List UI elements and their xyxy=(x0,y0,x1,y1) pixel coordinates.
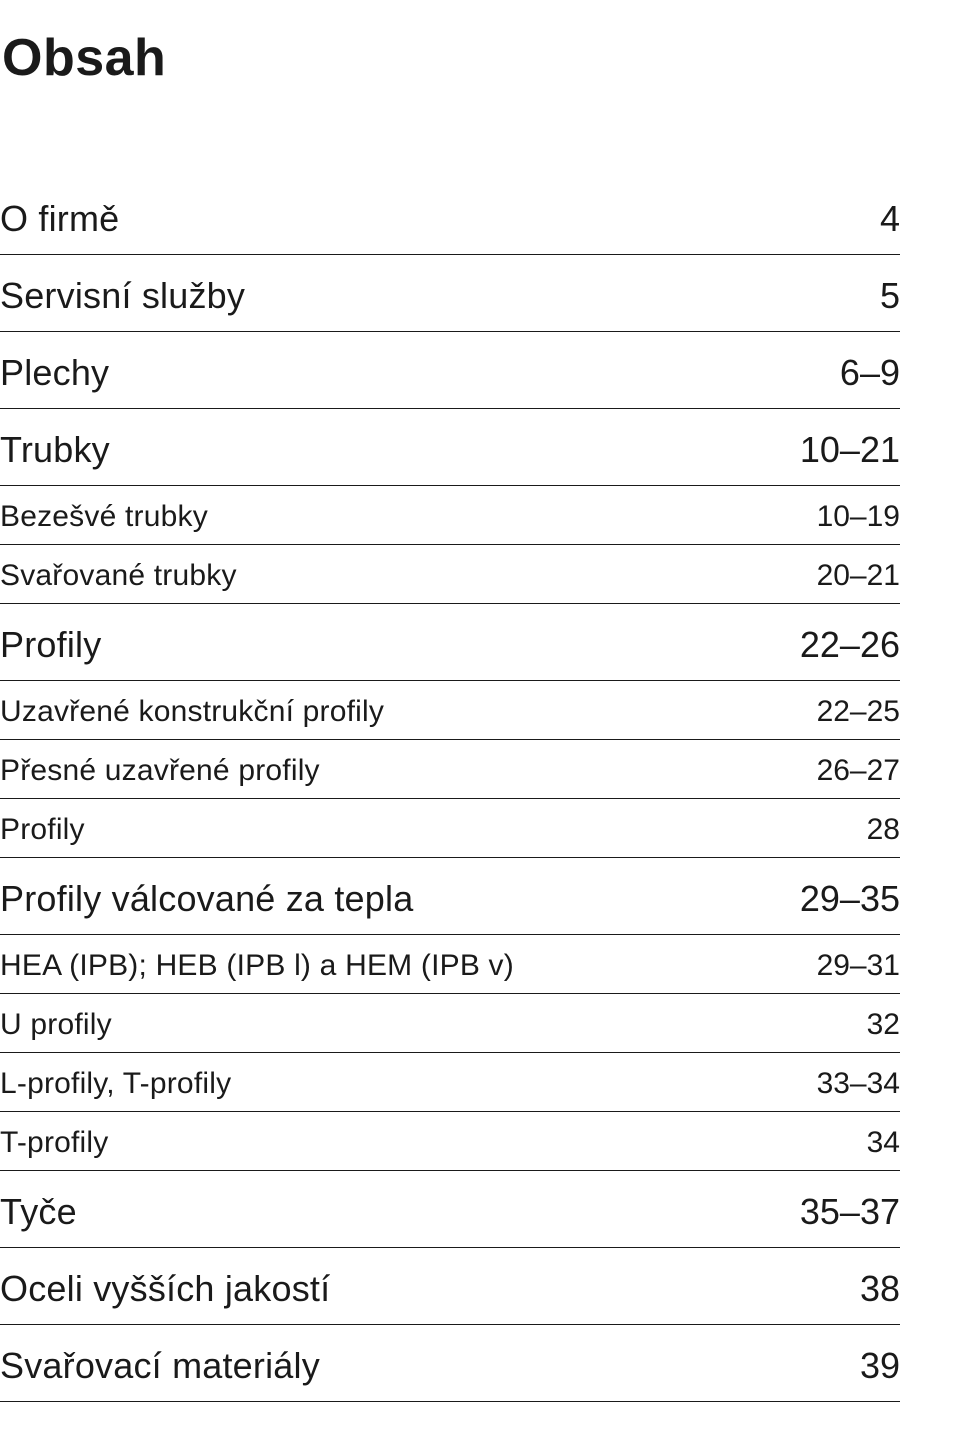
page-container: Obsah O firmě 4 Servisní služby 5 Plechy 6–9 T… xyxy=(0,0,960,1442)
toc-page-number: 22–25 xyxy=(817,695,900,729)
toc-row: Plechy 6–9 xyxy=(0,332,900,409)
toc-label: Tyče xyxy=(0,1191,77,1233)
toc-page-number: 22–26 xyxy=(800,624,900,666)
toc-label: U profily xyxy=(0,1008,112,1042)
toc-row: Profily 28 xyxy=(0,799,900,858)
toc-row: Přesné uzavřené profily 26–27 xyxy=(0,740,900,799)
toc-label: Profily xyxy=(0,624,101,666)
toc-row: Svařované trubky 20–21 xyxy=(0,545,900,604)
toc-page-number: 39 xyxy=(860,1345,900,1387)
toc-page-number: 34 xyxy=(867,1126,900,1160)
toc-label: Plechy xyxy=(0,352,109,394)
toc-page-number: 29–31 xyxy=(817,949,900,983)
toc-label: Profily xyxy=(0,813,85,847)
toc-label: Profily válcované za tepla xyxy=(0,878,413,920)
toc-row: Svařovací materiály 39 xyxy=(0,1325,900,1402)
toc-row: T-profily 34 xyxy=(0,1112,900,1171)
toc-page-number: 10–21 xyxy=(800,429,900,471)
toc-label: Svařovací materiály xyxy=(0,1345,320,1387)
toc-page-number: 28 xyxy=(867,813,900,847)
toc-row: O firmě 4 xyxy=(0,178,900,255)
toc-row: Servisní služby 5 xyxy=(0,255,900,332)
toc-page-number: 32 xyxy=(867,1008,900,1042)
toc-page-number: 33–34 xyxy=(817,1067,900,1101)
toc-label: L-profily, T-profily xyxy=(0,1067,231,1101)
toc-row: U profily 32 xyxy=(0,994,900,1053)
toc-page-number: 35–37 xyxy=(800,1191,900,1233)
toc-label: Bezešvé trubky xyxy=(0,500,208,534)
toc-page-number: 29–35 xyxy=(800,878,900,920)
toc-label: Oceli vyšších jakostí xyxy=(0,1268,330,1310)
toc-row: HEA (IPB); HEB (IPB l) a HEM (IPB v) 29–3… xyxy=(0,935,900,994)
toc-label: Servisní služby xyxy=(0,275,245,317)
toc-page-number: 4 xyxy=(880,198,900,240)
toc-page-number: 10–19 xyxy=(817,500,900,534)
toc-row: Tyče 35–37 xyxy=(0,1171,900,1248)
toc-row: Oceli vyšších jakostí 38 xyxy=(0,1248,900,1325)
toc-row: L-profily, T-profily 33–34 xyxy=(0,1053,900,1112)
toc-row: Uzavřené konstrukční profily 22–25 xyxy=(0,681,900,740)
toc-label: O firmě xyxy=(0,198,119,240)
toc-label: T-profily xyxy=(0,1126,109,1160)
toc-page-number: 6–9 xyxy=(840,352,900,394)
toc-label: Uzavřené konstrukční profily xyxy=(0,695,384,729)
page-title: Obsah xyxy=(2,28,900,88)
toc-page-number: 26–27 xyxy=(817,754,900,788)
toc-label: Přesné uzavřené profily xyxy=(0,754,320,788)
toc-row: Profily válcované za tepla 29–35 xyxy=(0,858,900,935)
toc-label: HEA (IPB); HEB (IPB l) a HEM (IPB v) xyxy=(0,949,514,983)
toc-row: Profily 22–26 xyxy=(0,604,900,681)
toc-label: Trubky xyxy=(0,429,110,471)
toc-page-number: 5 xyxy=(880,275,900,317)
toc-page-number: 20–21 xyxy=(817,559,900,593)
toc-label: Svařované trubky xyxy=(0,559,237,593)
toc-page-number: 38 xyxy=(860,1268,900,1310)
toc-row: Bezešvé trubky 10–19 xyxy=(0,486,900,545)
toc-row: Trubky 10–21 xyxy=(0,409,900,486)
table-of-contents: O firmě 4 Servisní služby 5 Plechy 6–9 Trubky 1… xyxy=(0,178,900,1402)
